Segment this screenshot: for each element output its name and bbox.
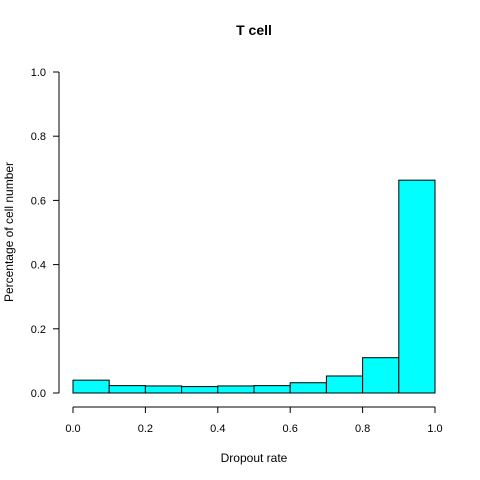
y-axis-label: Percentage of cell number — [2, 162, 16, 302]
y-tick-label-0: 0.0 — [31, 388, 46, 400]
x-tick-label-3: 0.6 — [283, 423, 298, 435]
bars-group — [72, 179, 436, 394]
x-tick-label-2: 0.4 — [210, 423, 225, 435]
x-axis-label: Dropout rate — [221, 451, 288, 465]
histogram-bar-8 — [362, 357, 400, 394]
histogram-bar-0 — [72, 379, 110, 394]
histogram-bar-3 — [181, 386, 219, 394]
y-tick-label-2: 0.4 — [31, 260, 46, 272]
histogram-bar-9 — [398, 179, 436, 394]
x-tick-label-5: 1.0 — [427, 423, 442, 435]
chart-title: T cell — [236, 22, 272, 38]
y-tick-label-1: 0.2 — [31, 324, 46, 336]
histogram-bar-6 — [289, 382, 327, 394]
y-axis: 0.0 0.2 0.4 0.6 0.8 1.0 — [31, 67, 60, 400]
x-tick-label-0: 0.0 — [65, 423, 80, 435]
histogram-bar-5 — [253, 385, 291, 394]
y-tick-label-5: 1.0 — [31, 67, 46, 79]
x-axis: 0.0 0.2 0.4 0.6 0.8 1.0 — [65, 406, 443, 435]
y-tick-label-4: 0.8 — [31, 131, 46, 143]
histogram-bar-2 — [144, 385, 183, 394]
histogram-bar-7 — [325, 375, 364, 394]
x-tick-label-1: 0.2 — [138, 423, 153, 435]
histogram-bar-4 — [217, 385, 255, 394]
histogram-bar-1 — [108, 385, 146, 394]
y-tick-label-3: 0.6 — [31, 195, 46, 207]
x-tick-label-4: 0.8 — [355, 423, 370, 435]
